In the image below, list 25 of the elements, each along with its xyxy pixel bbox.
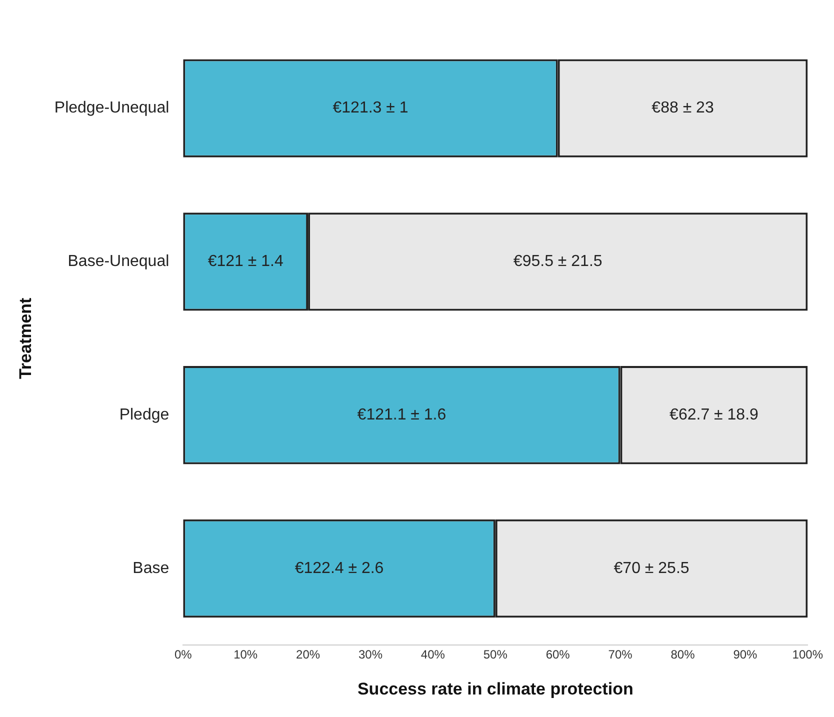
y-axis-title: Treatment — [16, 297, 35, 380]
annotation: €62.7 ± 18.9 — [670, 406, 758, 424]
x-tick-label: 20% — [296, 648, 320, 662]
annotation: €88 ± 23 — [652, 100, 714, 117]
annotation: €121.1 ± 1.6 — [357, 406, 446, 424]
annotation: €122.4 ± 2.6 — [294, 560, 384, 577]
annotation: €95.5 ± 21.5 — [513, 253, 602, 270]
x-tick-label: 70% — [608, 648, 633, 662]
x-tick-label: 50% — [483, 648, 508, 662]
annotation: €121.3 ± 1 — [332, 100, 408, 117]
x-tick-label: 0% — [174, 648, 192, 662]
y-tick-label: Base-Unequal — [68, 253, 170, 270]
x-tick-label: 40% — [420, 648, 446, 662]
x-tick-label: 60% — [546, 648, 570, 662]
y-tick-label: Pledge — [119, 406, 170, 424]
x-tick-label: 100% — [792, 648, 824, 662]
x-tick-label: 80% — [670, 648, 696, 662]
y-tick-label: Pledge-Unequal — [54, 100, 170, 117]
annotation: €70 ± 25.5 — [614, 560, 690, 577]
x-axis-title: Success rate in climate protection — [357, 679, 634, 698]
y-tick-label: Base — [132, 560, 170, 577]
x-tick-label: 90% — [733, 648, 758, 662]
x-tick-label: 30% — [358, 648, 383, 662]
annotation: €121 ± 1.4 — [208, 253, 284, 270]
x-tick-label: 10% — [234, 648, 258, 662]
